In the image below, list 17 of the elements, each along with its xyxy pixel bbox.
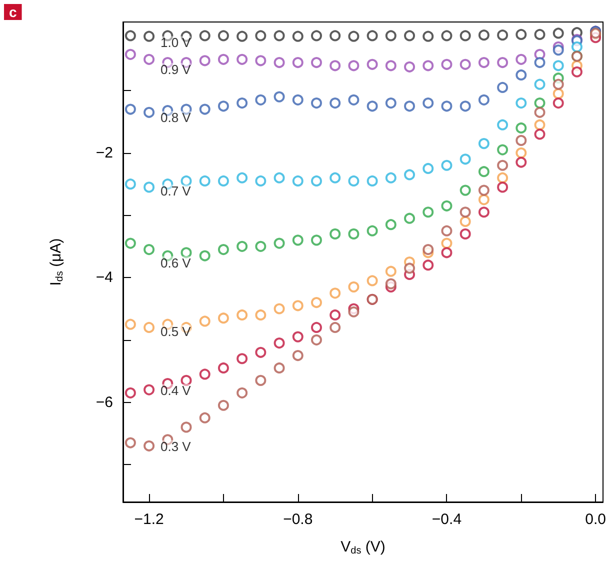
x-tick-label: −0.4 bbox=[432, 511, 462, 528]
y-tick-label: −2 bbox=[96, 144, 113, 162]
y-tick-label: −4 bbox=[96, 269, 113, 286]
series-label: 0.5 V bbox=[160, 324, 192, 339]
series-label: 0.4 V bbox=[160, 383, 192, 398]
x-tick-label: 0.0 bbox=[585, 511, 606, 528]
series-label: 1.0 V bbox=[160, 35, 192, 50]
series-label: 0.7 V bbox=[160, 184, 192, 199]
text: c bbox=[9, 4, 17, 20]
y-axis-title: Ids (μA) bbox=[48, 238, 66, 286]
series-label: 0.8 V bbox=[160, 110, 192, 126]
x-tick-label: −0.8 bbox=[283, 511, 313, 528]
series-label: 0.6 V bbox=[160, 255, 192, 270]
series-label: 0.3 V bbox=[160, 439, 192, 454]
series-label: 0.9 V bbox=[160, 62, 192, 78]
x-tick-label: −1.2 bbox=[134, 511, 164, 528]
y-tick-label: −6 bbox=[96, 394, 113, 411]
